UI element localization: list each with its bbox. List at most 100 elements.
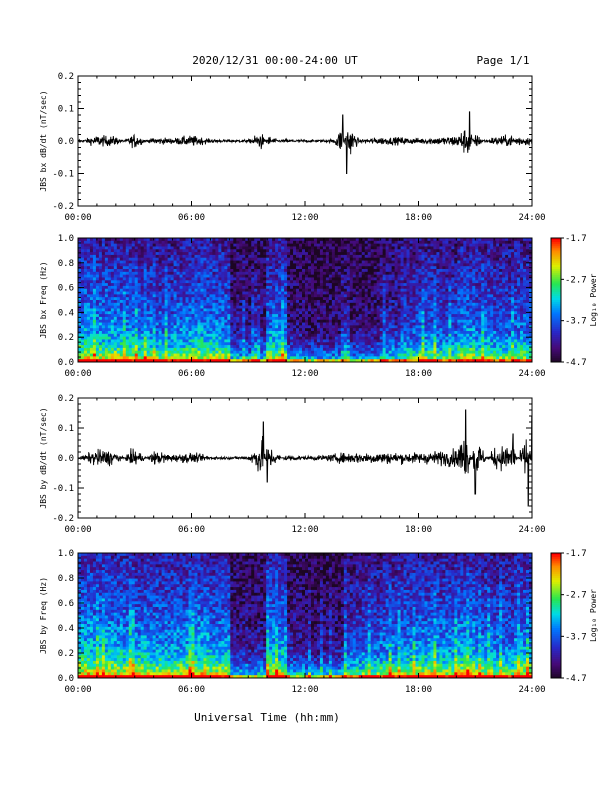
spectrogram-cell <box>206 263 209 266</box>
spectrogram-cell <box>114 252 117 255</box>
spectrogram-cell <box>183 258 186 261</box>
spectrogram-cell <box>153 286 156 289</box>
spectrogram-cell <box>162 255 165 258</box>
spectrogram-cell <box>117 272 120 275</box>
spectrogram-cell <box>96 283 99 286</box>
spectrogram-cell <box>138 252 141 255</box>
spectrogram-cell <box>132 266 135 269</box>
spectrogram-cell <box>84 241 87 244</box>
spectrogram-cell <box>275 331 278 334</box>
spectrogram-cell <box>344 269 347 272</box>
spectrogram-cell <box>162 320 165 323</box>
spectrogram-cell <box>323 354 326 357</box>
spectrogram-cell <box>341 308 344 311</box>
spectrogram-cell <box>260 277 263 280</box>
spectrogram-cell <box>362 244 365 247</box>
spectrogram-cell <box>171 323 174 326</box>
spectrogram-cell <box>275 269 278 272</box>
spectrogram-cell <box>174 255 177 258</box>
spectrogram-cell <box>263 300 266 303</box>
spectrogram-cell <box>230 269 233 272</box>
spectrogram-cell <box>338 306 341 309</box>
spectrogram-cell <box>356 306 359 309</box>
spectrogram-cell <box>302 272 305 275</box>
spectrogram-cell <box>320 269 323 272</box>
spectrogram-cell <box>398 249 401 252</box>
spectrogram-cell <box>212 297 215 300</box>
spectrogram-cell <box>96 241 99 244</box>
spectrogram-cell <box>389 286 392 289</box>
spectrogram-cell <box>183 325 186 328</box>
spectrogram-cell <box>260 241 263 244</box>
spectrogram-cell <box>242 334 245 337</box>
spectrogram-cell <box>383 337 386 340</box>
spectrogram-cell <box>197 303 200 306</box>
spectrogram-cell <box>386 345 389 348</box>
spectrogram-cell <box>239 252 242 255</box>
spectrogram-cell <box>117 320 120 323</box>
spectrogram-cell <box>353 334 356 337</box>
spectrogram-cell <box>257 246 260 249</box>
spectrogram-cell <box>111 249 114 252</box>
spectrogram-cell <box>230 266 233 269</box>
spectrogram-cell <box>129 331 132 334</box>
spectrogram-cell <box>374 241 377 244</box>
spectrogram-cell <box>278 241 281 244</box>
spectrogram-cell <box>218 277 221 280</box>
spectrogram-cell <box>287 306 290 309</box>
spectrogram-cell <box>218 320 221 323</box>
spectrogram-cell <box>126 339 129 342</box>
spectrogram-cell <box>120 294 123 297</box>
spectrogram-cell <box>383 345 386 348</box>
spectrogram-cell <box>362 337 365 340</box>
spectrogram-cell <box>141 334 144 337</box>
spectrogram-cell <box>266 289 269 292</box>
spectrogram-cell <box>108 325 111 328</box>
spectrogram-cell <box>374 300 377 303</box>
spectrogram-cell <box>305 354 308 357</box>
spectrogram-cell <box>200 317 203 320</box>
spectrogram-cell <box>284 269 287 272</box>
spectrogram-cell <box>317 356 320 359</box>
spectrogram-cell <box>383 283 386 286</box>
spectrogram-cell <box>317 252 320 255</box>
spectrogram-cell <box>224 300 227 303</box>
spectrogram-cell <box>344 258 347 261</box>
spectrogram-cell <box>260 272 263 275</box>
spectrogram-cell <box>236 323 239 326</box>
spectrogram-cell <box>209 314 212 317</box>
spectrogram-cell <box>224 339 227 342</box>
spectrogram-cell <box>239 246 242 249</box>
spectrogram-cell <box>383 342 386 345</box>
spectrogram-cell <box>320 303 323 306</box>
spectrogram-cell <box>353 356 356 359</box>
spectrogram-cell <box>126 356 129 359</box>
spectrogram-cell <box>389 275 392 278</box>
spectrogram-cell <box>260 244 263 247</box>
spectrogram-cell <box>141 356 144 359</box>
spectrogram-cell <box>341 356 344 359</box>
spectrogram-cell <box>117 283 120 286</box>
spectrogram-cell <box>174 275 177 278</box>
spectrogram-cell <box>212 328 215 331</box>
spectrogram-cell <box>260 258 263 261</box>
spectrogram-cell <box>105 348 108 351</box>
spectrogram-cell <box>335 255 338 258</box>
spectrogram-cell <box>111 320 114 323</box>
spectrogram-cell <box>317 269 320 272</box>
spectrogram-cell <box>404 356 407 359</box>
spectrogram-cell <box>269 328 272 331</box>
spectrogram-cell <box>159 297 162 300</box>
spectrogram-cell <box>159 289 162 292</box>
spectrogram-cell <box>200 354 203 357</box>
spectrogram-cell <box>242 241 245 244</box>
spectrogram-cell <box>144 303 147 306</box>
spectrogram-cell <box>174 263 177 266</box>
spectrogram-cell <box>296 339 299 342</box>
spectrogram-cell <box>189 354 192 357</box>
spectrogram-cell <box>135 283 138 286</box>
spectrogram-cell <box>186 325 189 328</box>
spectrogram-cell <box>239 342 242 345</box>
spectrogram-cell <box>293 289 296 292</box>
spectrogram-cell <box>189 283 192 286</box>
